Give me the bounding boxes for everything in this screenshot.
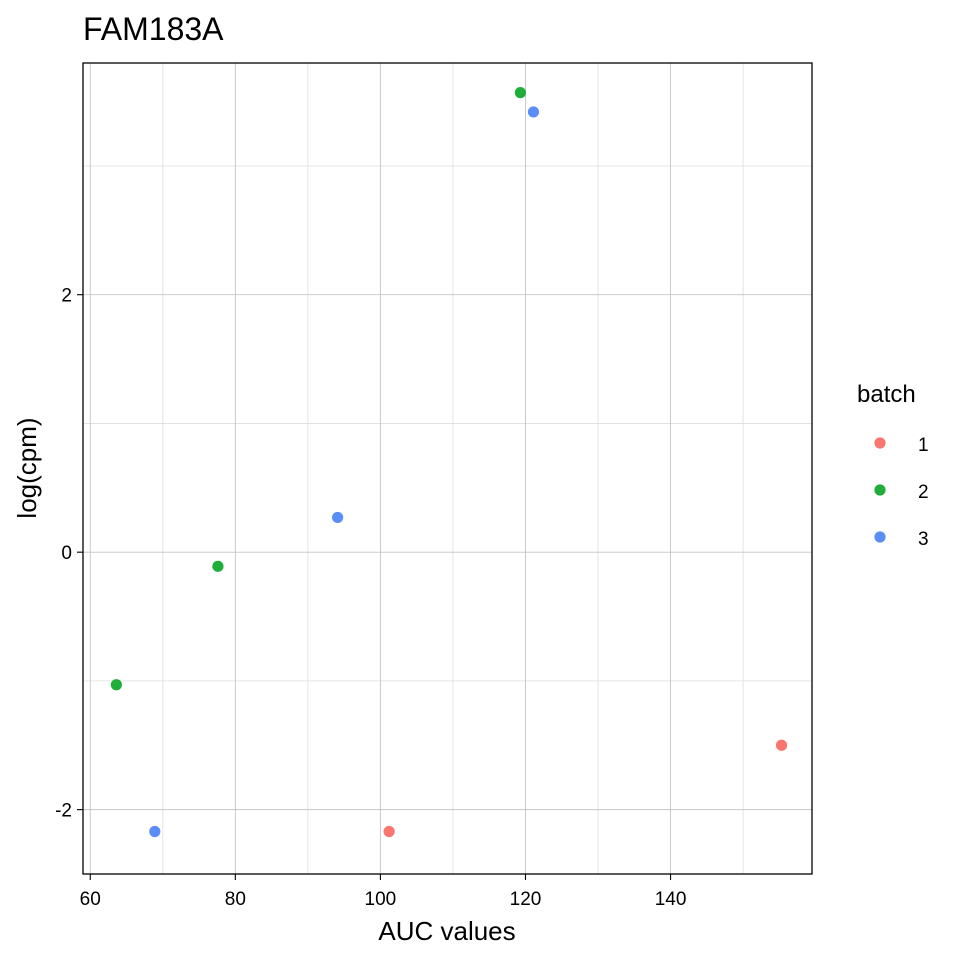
x-tick-label: 80 (225, 889, 246, 910)
data-point (383, 825, 395, 838)
data-point (110, 679, 122, 691)
legend: batch 1 2 3 (857, 381, 929, 550)
x-axis: 60 80 100 120 140 (80, 874, 687, 910)
x-tick-label: 140 (655, 889, 687, 910)
data-point (149, 825, 161, 838)
legend-items: 1 2 3 (874, 435, 929, 550)
legend-marker (874, 484, 886, 496)
minor-gridlines (83, 63, 812, 874)
legend-label: 2 (918, 482, 929, 503)
legend-label: 3 (918, 529, 929, 550)
legend-title: batch (857, 381, 916, 408)
y-tick-label: 0 (61, 543, 72, 564)
x-axis-title: AUC values (378, 916, 515, 946)
data-point (527, 106, 540, 118)
data-point (514, 87, 527, 99)
x-tick-label: 120 (510, 889, 542, 910)
y-axis: -2 0 2 (55, 286, 83, 822)
data-points (110, 87, 788, 838)
legend-marker (874, 437, 886, 449)
data-point (775, 739, 788, 751)
plot-border (82, 62, 813, 875)
y-tick-label: 2 (61, 286, 72, 307)
chart-title: FAM183A (83, 11, 224, 47)
plot-panel (83, 63, 812, 874)
data-point (332, 511, 344, 524)
y-tick-label: -2 (55, 801, 72, 822)
major-gridlines (83, 63, 812, 874)
x-tick-label: 100 (365, 889, 397, 910)
y-axis-title: log(cpm) (12, 417, 42, 518)
data-point (212, 560, 224, 572)
legend-marker (874, 531, 886, 543)
x-tick-label: 60 (80, 889, 101, 910)
plot-background (83, 63, 812, 874)
legend-label: 1 (918, 435, 929, 456)
